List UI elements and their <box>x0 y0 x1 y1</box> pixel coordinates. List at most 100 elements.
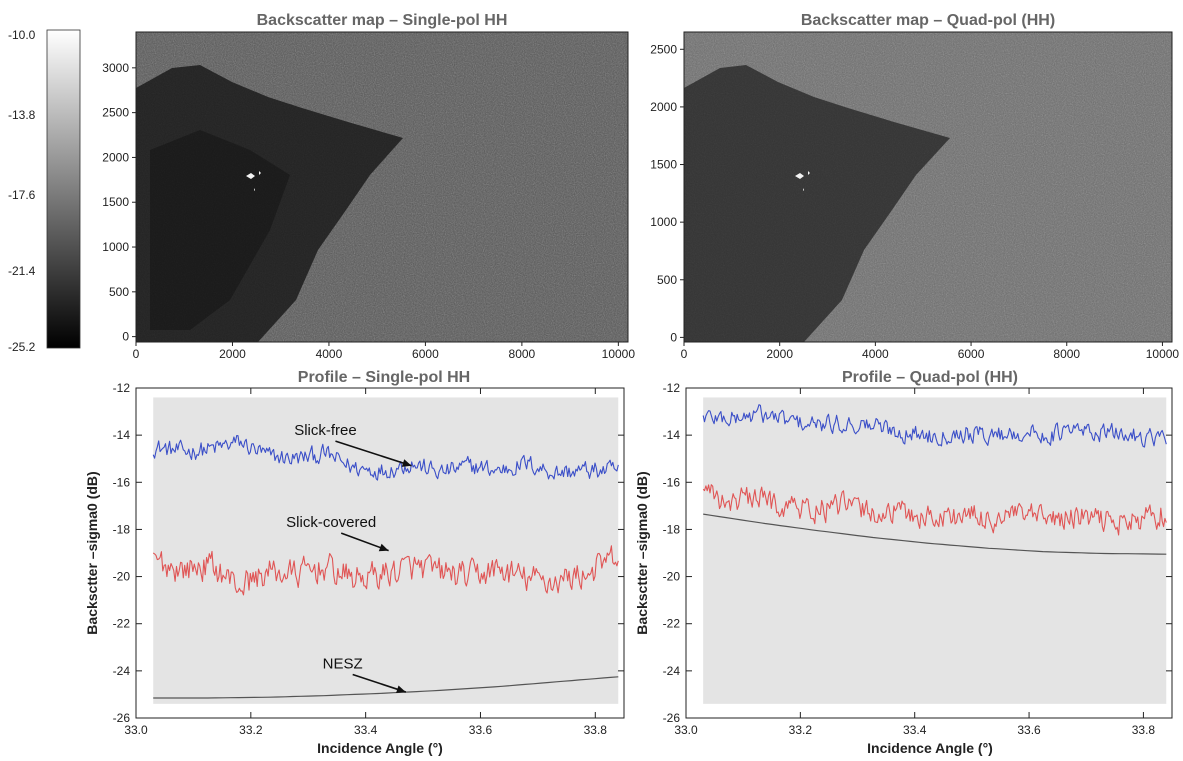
y-tick-label: -22 <box>663 617 681 631</box>
y-tick-label: 500 <box>109 285 129 299</box>
x-tick-label: 33.4 <box>354 723 378 737</box>
series-line <box>152 545 619 596</box>
y-tick-label: 1000 <box>102 240 129 254</box>
profile-single-pol: Profile – Single-pol HH Slick-freeSlick-… <box>84 369 625 756</box>
y-tick-label: 2000 <box>102 150 129 164</box>
x-tick-label: 0 <box>681 347 688 361</box>
annotation-arrowhead <box>401 459 412 467</box>
annotation-label: Slick-covered <box>286 514 376 531</box>
annotation-arrowhead <box>396 685 406 694</box>
y-tick-label: 1000 <box>650 215 677 229</box>
colorbar-tick-label: -17.6 <box>8 188 36 202</box>
y-tick-label: -24 <box>113 664 131 678</box>
colorbar-tick-label: -13.8 <box>8 108 36 122</box>
series-line <box>152 435 619 481</box>
profile-title: Profile – Single-pol HH <box>298 369 470 386</box>
series-line <box>702 404 1167 448</box>
map-title: Backscatter map – Quad-pol (HH) <box>801 12 1055 29</box>
ship-marker <box>795 171 810 191</box>
annotations: Slick-free Slick-covered NESZ <box>286 422 412 694</box>
y-tick-label: -14 <box>113 428 131 442</box>
y-tick-label: -24 <box>663 664 681 678</box>
map-axes: 0 2000 4000 6000 8000 10000 0 500 1000 1500 2000 25… <box>650 31 1180 361</box>
annotation-arrow <box>335 440 412 467</box>
y-tick-label: 0 <box>670 330 677 344</box>
map-title: Backscatter map – Single-pol HH <box>257 12 508 29</box>
x-axis-label: Incidence Angle (°) <box>867 740 993 756</box>
plot-area <box>703 397 1167 704</box>
x-tick-label: 33.0 <box>674 723 698 737</box>
x-tick-label: 0 <box>133 347 140 361</box>
profile-axes: 33.0 33.2 33.4 33.6 33.8 -12 -14 -16 -18 -20 -22 -2… <box>113 381 624 737</box>
x-tick-label: 33.2 <box>239 723 263 737</box>
y-axis-label: Backsctter –sigma0 (dB) <box>634 471 650 634</box>
y-tick-label: -12 <box>663 381 681 395</box>
x-tick-label: 10000 <box>1146 347 1180 361</box>
profile-series <box>152 435 619 699</box>
series-line <box>703 513 1167 555</box>
colorbar-tick-label: -25.2 <box>8 340 36 354</box>
map-axes: 0 2000 4000 6000 8000 10000 0 500 1000 1500 2000 25… <box>102 31 636 361</box>
y-tick-label: -22 <box>113 617 131 631</box>
y-tick-label: -12 <box>113 381 131 395</box>
annotation-label: Slick-free <box>294 422 357 439</box>
x-tick-label: 33.6 <box>469 723 493 737</box>
profile-quad-pol: Profile – Quad-pol (HH) 33.0 33.2 33.4 33.6… <box>634 369 1173 756</box>
x-tick-label: 2000 <box>219 347 246 361</box>
dark-slick-region <box>684 65 950 342</box>
x-tick-label: 33.8 <box>1132 723 1156 737</box>
x-tick-label: 4000 <box>862 347 889 361</box>
colorbar-tick-label: -21.4 <box>8 264 36 278</box>
x-tick-label: 33.8 <box>584 723 608 737</box>
backscatter-map-quad-pol: Backscatter map – Quad-pol (HH) 0 2000 400… <box>650 12 1179 361</box>
profile-title: Profile – Quad-pol (HH) <box>842 369 1018 386</box>
y-tick-label: -18 <box>663 522 681 536</box>
y-tick-label: 500 <box>657 273 677 287</box>
colorbar: -10.0 -13.8 -17.6 -21.4 -25.2 <box>8 28 81 354</box>
series-line <box>702 484 1167 536</box>
y-tick-label: -16 <box>113 475 131 489</box>
x-tick-label: 33.0 <box>124 723 148 737</box>
y-tick-label: -26 <box>113 711 131 725</box>
x-tick-label: 2000 <box>766 347 793 361</box>
y-tick-label: 3000 <box>102 61 129 75</box>
colorbar-tick-label: -10.0 <box>8 28 36 42</box>
series-line <box>153 676 619 699</box>
y-tick-label: -14 <box>663 428 681 442</box>
y-tick-label: -18 <box>113 522 131 536</box>
backscatter-map-single-pol: Backscatter map – Single-pol HH 0 2000 400… <box>102 12 635 361</box>
x-tick-label: 6000 <box>412 347 439 361</box>
x-tick-label: 6000 <box>958 347 985 361</box>
axes-frame <box>135 31 629 343</box>
y-tick-label: 0 <box>122 330 129 344</box>
colorbar-gradient <box>46 29 81 349</box>
y-tick-label: -20 <box>113 570 131 584</box>
x-tick-label: 8000 <box>1053 347 1080 361</box>
x-tick-label: 10000 <box>602 347 636 361</box>
y-tick-label: -20 <box>663 570 681 584</box>
profile-series <box>702 404 1167 555</box>
annotation-arrow <box>352 673 407 693</box>
y-tick-label: 2500 <box>102 106 129 120</box>
x-tick-label: 4000 <box>316 347 343 361</box>
y-tick-label: 2000 <box>650 100 677 114</box>
axes-frame <box>683 31 1173 343</box>
x-tick-label: 8000 <box>509 347 536 361</box>
x-tick-label: 33.4 <box>903 723 927 737</box>
ship-marker <box>246 171 261 191</box>
dark-slick-region <box>136 65 403 342</box>
y-tick-label: -26 <box>663 711 681 725</box>
x-tick-label: 33.6 <box>1017 723 1041 737</box>
x-axis-label: Incidence Angle (°) <box>317 740 443 756</box>
annotation-arrowhead <box>378 543 389 552</box>
y-tick-label: 2500 <box>650 42 677 56</box>
x-tick-label: 33.2 <box>789 723 813 737</box>
y-tick-label: 1500 <box>102 195 129 209</box>
y-axis-label: Backsctter –sigma0 (dB) <box>84 471 100 634</box>
y-tick-label: 1500 <box>650 158 677 172</box>
y-tick-label: -16 <box>663 475 681 489</box>
annotation-label: NESZ <box>323 656 363 673</box>
inner-slick-region <box>150 130 290 330</box>
profile-axes: 33.0 33.2 33.4 33.6 33.8 -12 -14 -16 -18 -20 -22 -2… <box>663 381 1172 737</box>
